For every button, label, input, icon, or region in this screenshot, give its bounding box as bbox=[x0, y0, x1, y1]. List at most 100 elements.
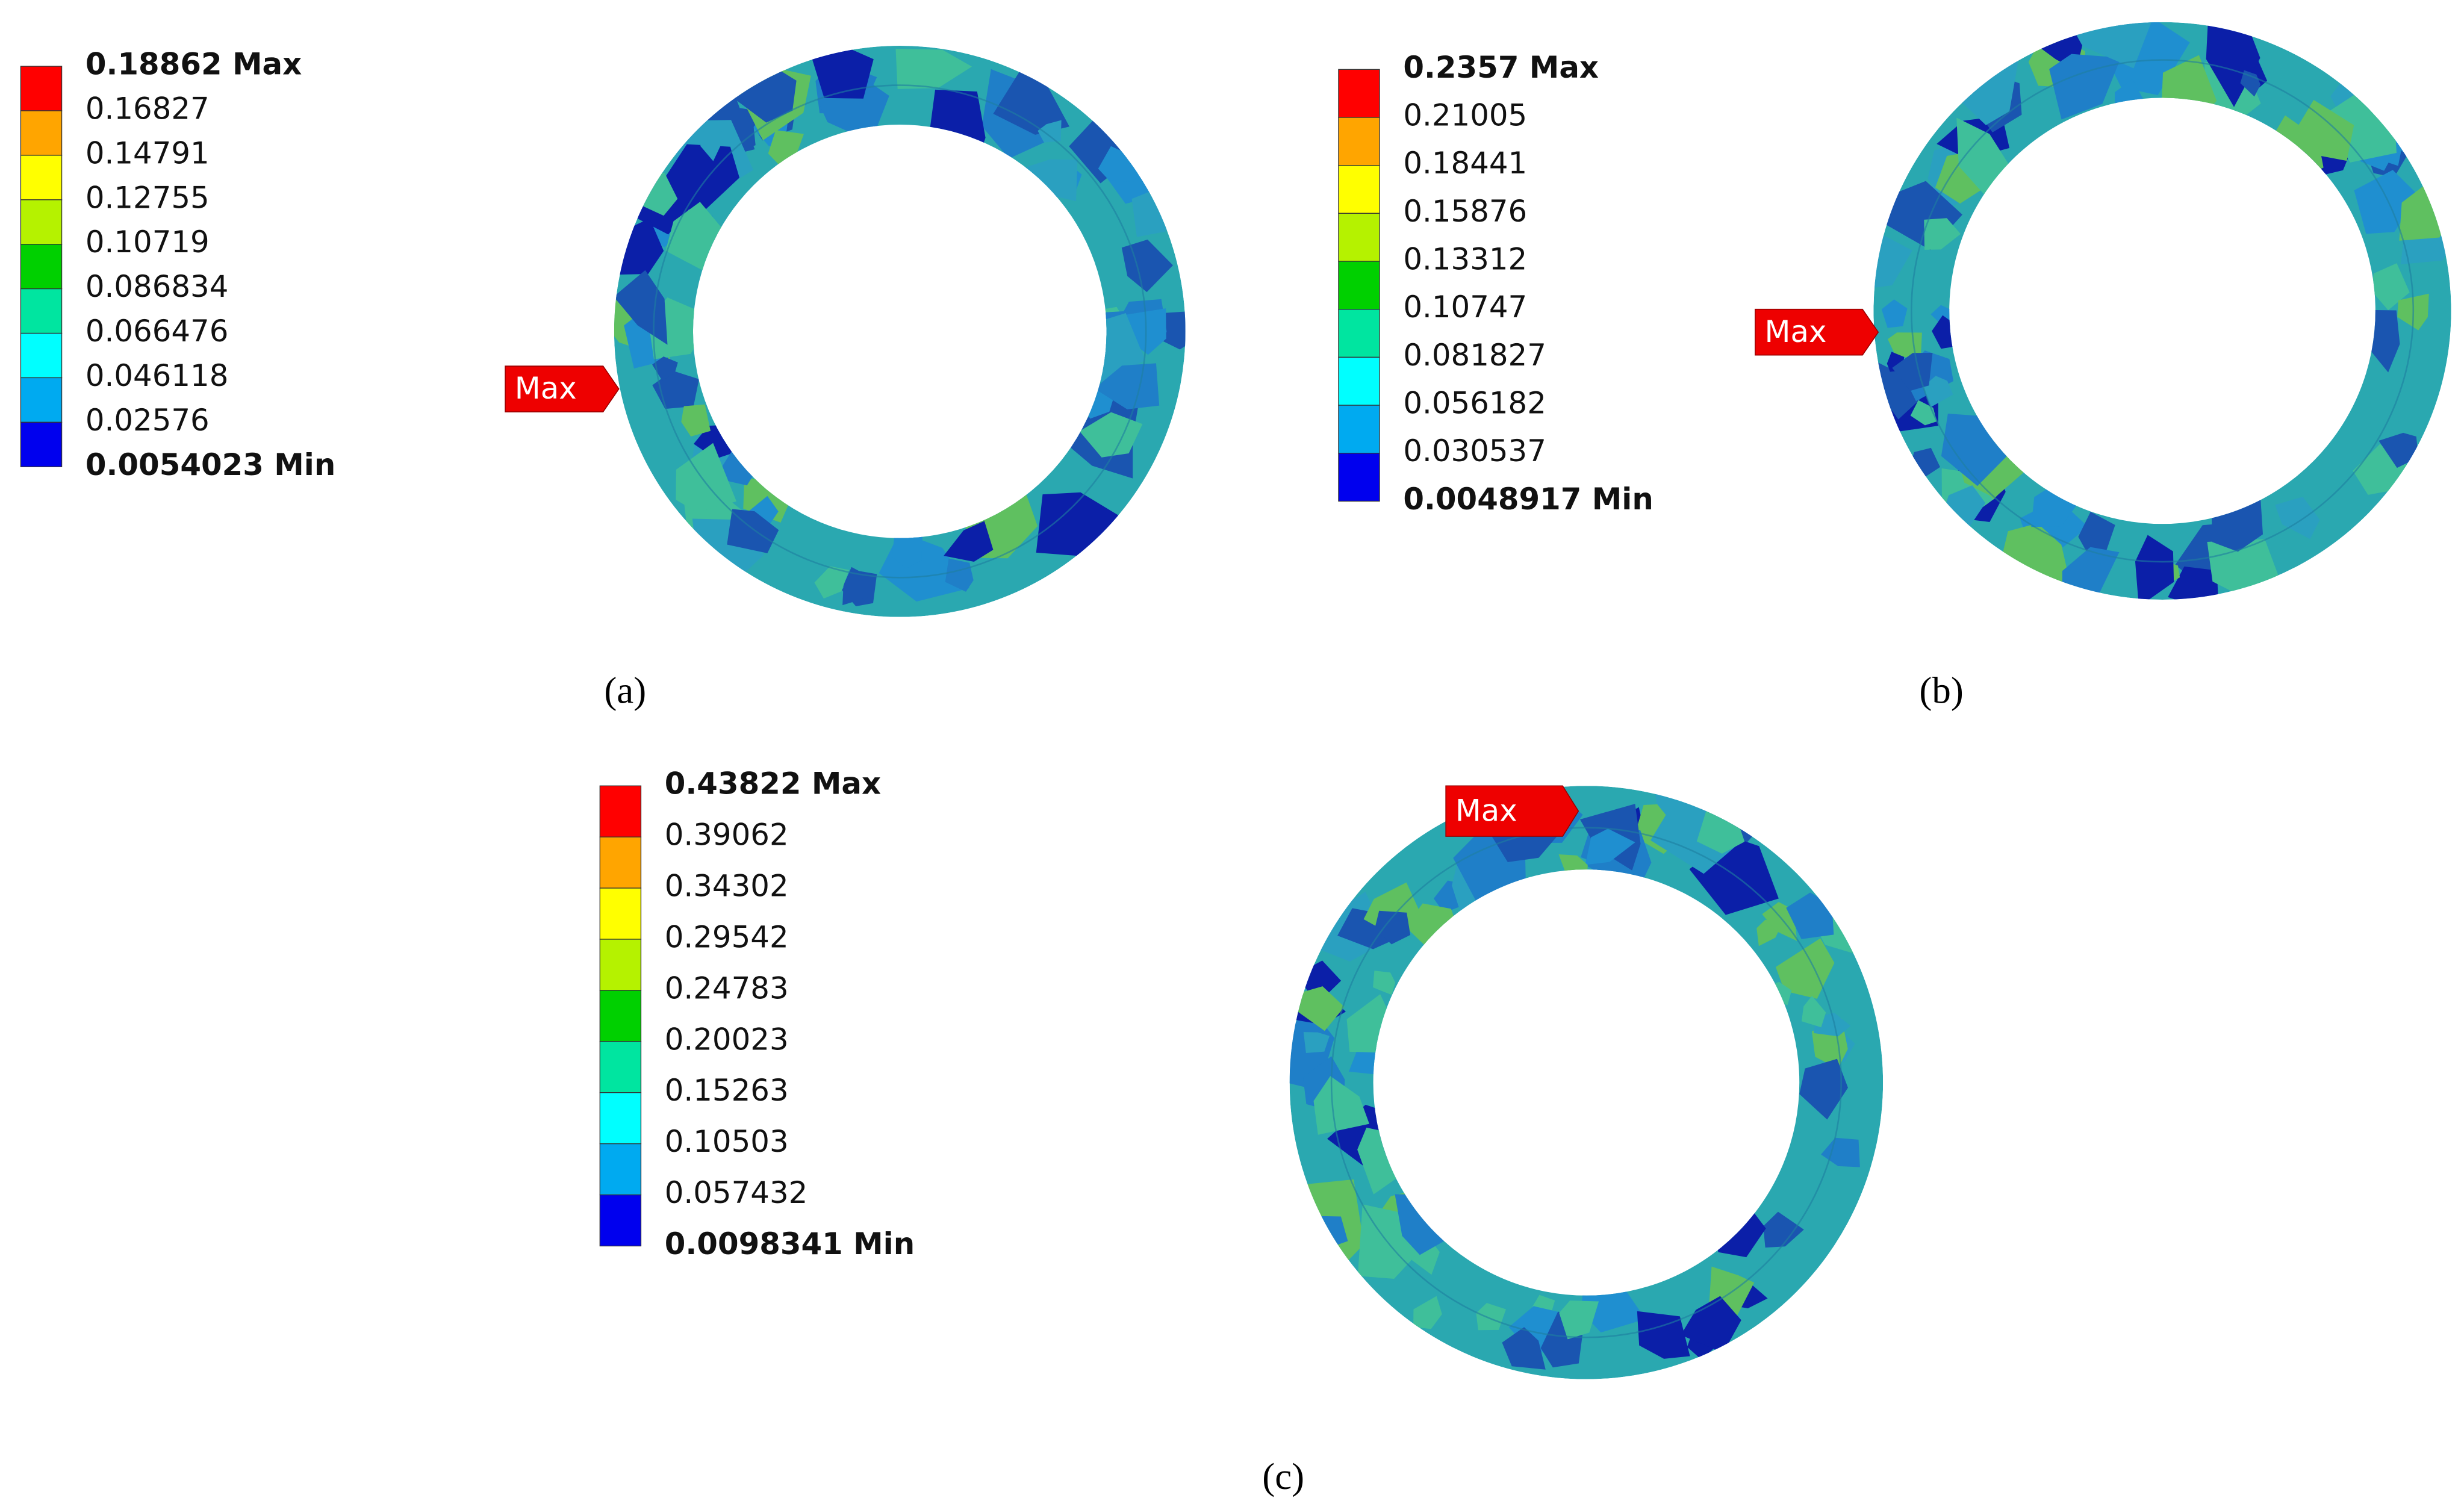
contour-patch bbox=[2206, 24, 2260, 107]
legend-label: 0.10747 bbox=[1403, 290, 1527, 325]
legend-label: 0.057432 bbox=[665, 1175, 808, 1210]
legend-label: 0.12755 bbox=[86, 180, 210, 215]
legend-swatch bbox=[20, 199, 63, 245]
max-tag bbox=[505, 365, 620, 412]
legend-swatch bbox=[1338, 117, 1380, 166]
ring-band bbox=[1330, 827, 1842, 1338]
contour-patch bbox=[809, 48, 874, 99]
contour-patch bbox=[727, 509, 779, 553]
contour-patch bbox=[1079, 412, 1143, 458]
contour-patch bbox=[1873, 234, 1912, 290]
contour-patch bbox=[2275, 497, 2320, 539]
legend-label: 0.20023 bbox=[665, 1022, 789, 1057]
legend-swatch bbox=[1338, 356, 1380, 406]
contour-patch bbox=[2060, 22, 2153, 69]
legend-swatch bbox=[20, 332, 63, 379]
legend-label: 0.0098341 Min bbox=[665, 1226, 915, 1261]
contour-patch bbox=[2371, 263, 2410, 311]
legend-label: 0.18862 Max bbox=[86, 47, 302, 82]
legend-swatch bbox=[1338, 309, 1380, 358]
contour-patch bbox=[1559, 1300, 1599, 1340]
caption: (a) bbox=[604, 670, 646, 712]
max-tag bbox=[1445, 785, 1579, 837]
contour-patch bbox=[814, 566, 850, 599]
legend-label: 0.14791 bbox=[86, 135, 210, 170]
contour-patch bbox=[842, 567, 871, 606]
contour-patch bbox=[1502, 1327, 1546, 1370]
contour-patch bbox=[1374, 910, 1411, 945]
contour-patch bbox=[1923, 376, 1953, 408]
legend-swatch bbox=[1338, 405, 1380, 454]
contour-patch bbox=[1155, 311, 1186, 350]
contour-patch bbox=[2378, 432, 2419, 468]
legend-label: 0.16827 bbox=[86, 91, 210, 126]
legend-label: 0.29542 bbox=[665, 919, 789, 954]
contour-patch bbox=[652, 356, 678, 381]
max-tag-label: Max bbox=[1765, 314, 1827, 349]
legend-label: 0.39062 bbox=[665, 818, 789, 853]
contour-patch bbox=[1098, 146, 1146, 182]
contour-patch bbox=[895, 48, 972, 89]
legend-label: 0.34302 bbox=[665, 869, 789, 904]
contour-patch bbox=[1413, 1296, 1442, 1329]
contour-patch bbox=[1801, 995, 1826, 1028]
contour-patch bbox=[1821, 1137, 1860, 1167]
contour-patch bbox=[1585, 828, 1635, 865]
contour-patch bbox=[1094, 363, 1160, 409]
legend-label: 0.0054023 Min bbox=[86, 447, 335, 482]
legend-label: 0.0048917 Min bbox=[1403, 482, 1653, 517]
ring bbox=[614, 46, 1186, 617]
legend-label: 0.13312 bbox=[1403, 242, 1527, 277]
contour-patch bbox=[1313, 1076, 1370, 1135]
contour-patch bbox=[1121, 239, 1173, 293]
legend-label: 0.21005 bbox=[1403, 98, 1527, 132]
legend-swatch bbox=[599, 785, 642, 837]
contour-patch bbox=[2049, 54, 2121, 120]
contour-patch bbox=[1476, 1303, 1506, 1331]
contour-patch bbox=[945, 558, 974, 592]
legend-label: 0.066476 bbox=[86, 314, 229, 349]
contour-patch bbox=[1763, 1211, 1804, 1248]
contour-patch bbox=[1892, 353, 1933, 391]
legend-label: 0.15263 bbox=[665, 1073, 789, 1108]
contour-patch bbox=[1786, 892, 1834, 939]
legend-swatch bbox=[599, 836, 642, 889]
contour-patch bbox=[681, 404, 711, 437]
contour-patch bbox=[700, 128, 724, 161]
caption: (b) bbox=[1919, 670, 1963, 712]
legend-swatch bbox=[1338, 261, 1380, 310]
contour-patch bbox=[2062, 547, 2120, 600]
legend-swatch bbox=[20, 377, 63, 423]
legend-label: 0.10503 bbox=[665, 1124, 789, 1159]
legend-swatch bbox=[599, 1041, 642, 1093]
max-tag-label: Max bbox=[515, 371, 577, 406]
contour-patch bbox=[1775, 938, 1835, 999]
legend-swatch bbox=[599, 939, 642, 991]
legend-swatch bbox=[20, 288, 63, 334]
contour-patch bbox=[659, 144, 740, 217]
legend-swatch bbox=[20, 421, 63, 467]
ring bbox=[1289, 786, 1884, 1379]
contour-patch bbox=[1298, 986, 1345, 1031]
legend-label: 0.24783 bbox=[665, 971, 789, 1005]
contour-patch bbox=[1038, 120, 1062, 143]
legend-label: 0.43822 Max bbox=[665, 766, 881, 801]
legend-swatch bbox=[1338, 165, 1380, 214]
contour-patch bbox=[1637, 1311, 1690, 1359]
legend-label: 0.2357 Max bbox=[1403, 50, 1599, 85]
max-tag bbox=[1755, 308, 1879, 356]
contour-patch bbox=[944, 521, 994, 562]
contour-patch bbox=[1924, 218, 1961, 250]
contour-patch bbox=[1303, 1032, 1330, 1053]
ring-band bbox=[1911, 59, 2415, 563]
ring bbox=[1873, 22, 2451, 600]
legend-swatch bbox=[20, 110, 63, 156]
contour-patch bbox=[2168, 566, 2218, 600]
legend-swatch bbox=[599, 887, 642, 940]
legend-label: 0.02576 bbox=[86, 403, 210, 438]
contour-patch bbox=[2289, 99, 2354, 161]
ring-band bbox=[653, 84, 1147, 579]
contour-patch bbox=[1799, 1058, 1848, 1120]
contour-patch bbox=[2078, 511, 2115, 553]
